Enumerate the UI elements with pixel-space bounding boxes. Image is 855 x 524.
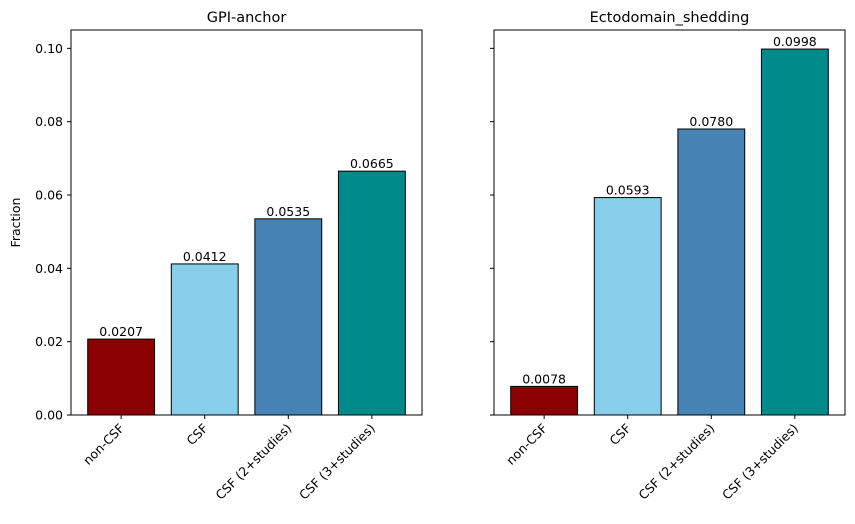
bar-1-1 xyxy=(87,338,156,416)
y-tick-label: 0.04 xyxy=(35,261,63,276)
bar-1-3 xyxy=(254,218,323,416)
bar-2-4 xyxy=(760,48,829,416)
plot-frame xyxy=(493,29,846,416)
plot-frame xyxy=(70,29,423,416)
x-tick-label: CSF (2+studies) xyxy=(212,421,294,503)
bar-1-4 xyxy=(337,170,406,416)
bar-value-label: 0.0998 xyxy=(773,34,817,49)
bar-value-label: 0.0207 xyxy=(99,324,143,339)
y-tick-label: 0.08 xyxy=(35,114,63,129)
chart-title: Ectodomain_shedding xyxy=(590,10,750,26)
y-axis-label: Fraction xyxy=(8,198,23,248)
y-tick-label: 0.02 xyxy=(35,334,63,349)
bar-value-label: 0.0665 xyxy=(350,156,394,171)
bar-value-label: 0.0780 xyxy=(689,114,733,129)
bar-value-label: 0.0593 xyxy=(606,183,650,198)
bar-value-label: 0.0412 xyxy=(183,249,227,264)
x-tick-label: CSF xyxy=(606,421,633,448)
bar-1-2 xyxy=(170,263,239,416)
x-tick-label: CSF xyxy=(183,421,210,448)
bar-2-2 xyxy=(593,197,662,416)
bar-value-label: 0.0078 xyxy=(522,371,566,386)
x-tick-label: CSF (3+studies) xyxy=(296,421,378,503)
y-tick-label: 0.00 xyxy=(35,408,63,423)
x-tick-label: non-CSF xyxy=(503,421,550,468)
bar-2-1 xyxy=(510,385,579,416)
y-tick-label: 0.06 xyxy=(35,188,63,203)
bar-value-label: 0.0535 xyxy=(266,204,310,219)
x-tick-label: CSF (3+studies) xyxy=(719,421,801,503)
chart-title: GPI-anchor xyxy=(207,10,287,26)
x-tick-label: CSF (2+studies) xyxy=(635,421,717,503)
x-tick-label: non-CSF xyxy=(80,421,127,468)
y-tick-label: 0.10 xyxy=(35,41,63,56)
bar-2-3 xyxy=(677,128,746,416)
